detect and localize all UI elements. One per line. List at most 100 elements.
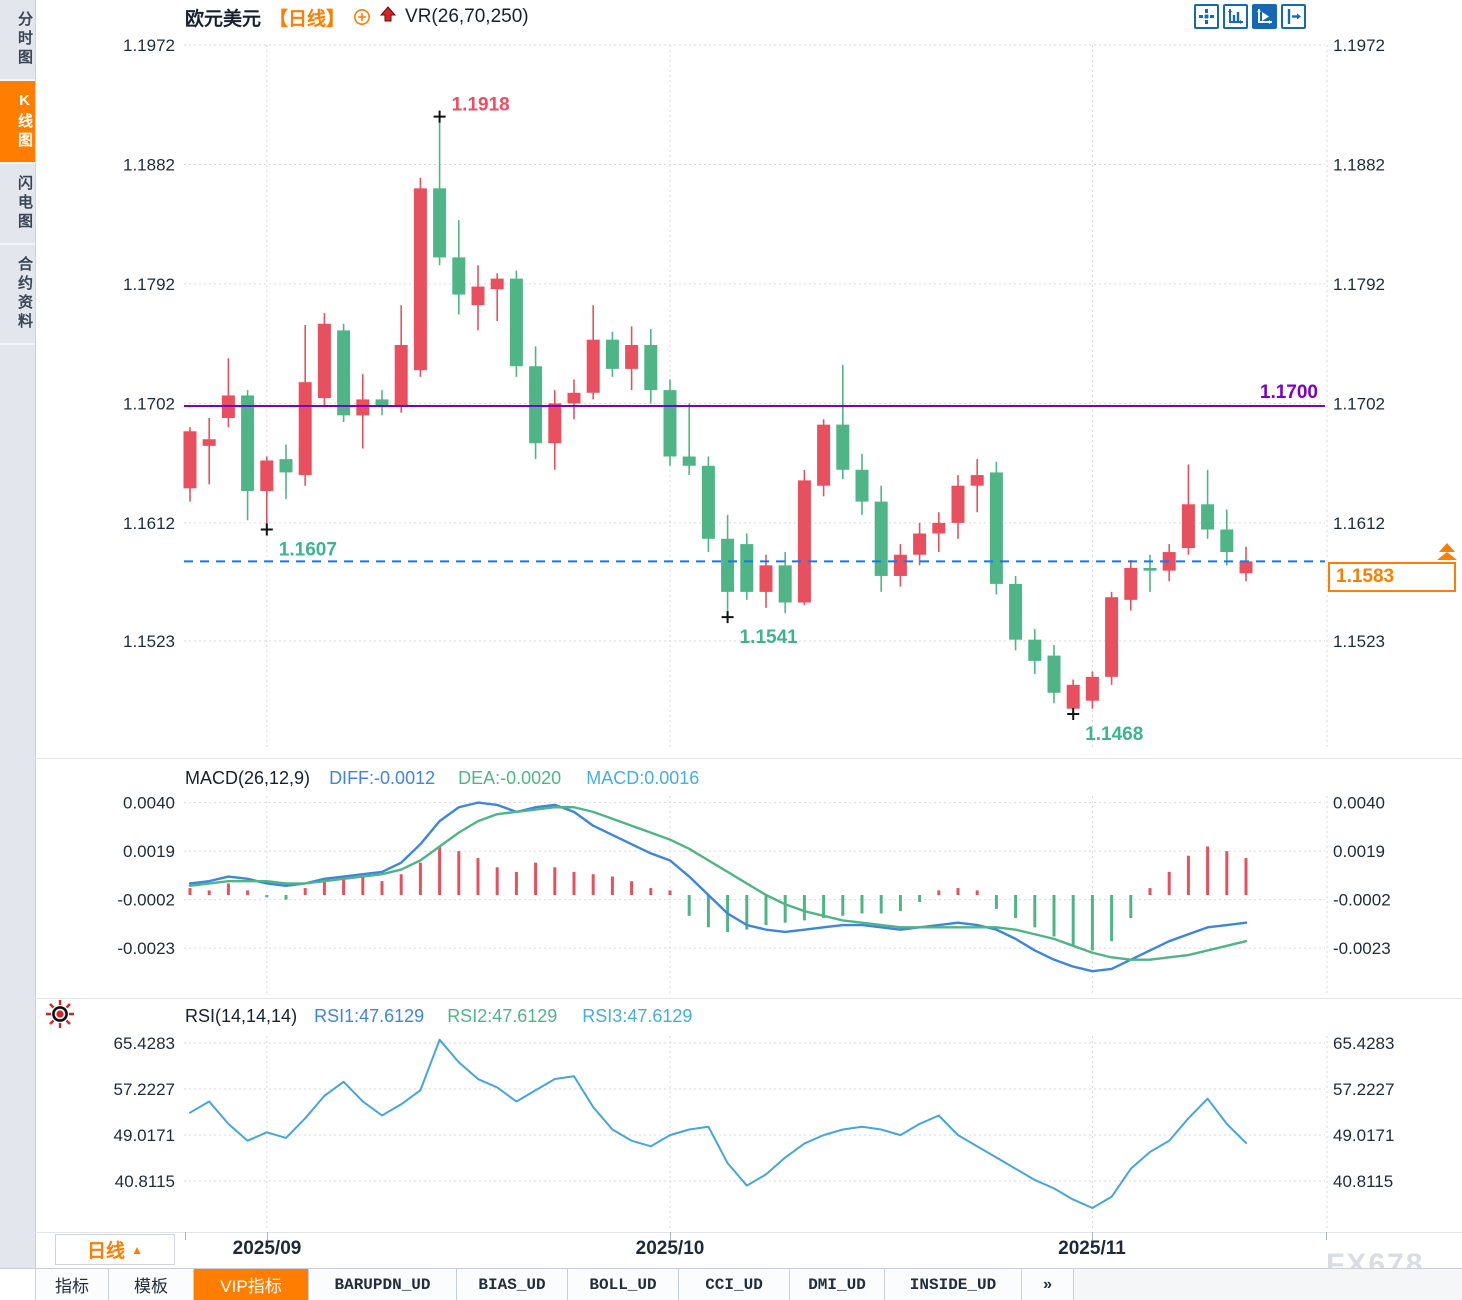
candlestick-chart[interactable]: 1.1972 1.1972 1.1882 1.1882 1.1792 1.1792 1.17…: [0, 32, 1462, 758]
sidebar-item-contract-info[interactable]: 合约资料: [0, 245, 35, 345]
macd-hist-bar: [764, 895, 768, 926]
macd-hist-bar: [418, 862, 422, 895]
rsi-title: RSI(14,14,14): [185, 1006, 298, 1026]
candle-body: [855, 469, 869, 502]
candle-body: [356, 399, 370, 416]
extreme-marker-plus: [721, 611, 734, 624]
macd-hist-bar: [534, 862, 538, 895]
macd-hist-bar: [591, 874, 595, 895]
hline-price-label: 1.1700: [1260, 382, 1318, 403]
axis-tick-label: 49.0171: [1333, 1126, 1394, 1145]
candle-body: [260, 460, 274, 492]
candle-body: [279, 459, 293, 473]
axis-tick-label: 1.1523: [123, 632, 175, 651]
candle-body: [1143, 567, 1157, 571]
tab-inside-ud[interactable]: INSIDE_UD: [885, 1269, 1022, 1300]
macd-hist-bar: [918, 895, 922, 902]
axis-tick-label: 49.0171: [114, 1126, 175, 1145]
macd-hist-bar: [342, 876, 346, 895]
macd-hist-bar: [1129, 895, 1133, 919]
axis-play-icon[interactable]: [1252, 4, 1277, 29]
rsi-header: RSI(14,14,14) RSI1:47.6129 RSI2:47.6129 …: [185, 1006, 692, 1027]
tab-cci-ud[interactable]: CCI_UD: [679, 1269, 790, 1300]
candle-body: [682, 456, 696, 466]
tab-templates[interactable]: 模板: [109, 1269, 194, 1300]
tab-bias-ud[interactable]: BIAS_UD: [457, 1269, 568, 1300]
macd-chart[interactable]: 0.0040 0.0040 0.0019 0.0019 -0.0002 -0.0002 -0…: [0, 760, 1462, 998]
candle-body: [548, 403, 562, 444]
macd-hist-bar: [610, 876, 614, 895]
candle-body: [241, 395, 255, 492]
macd-hist-bar: [1033, 895, 1037, 928]
tab-dmi-ud[interactable]: DMI_UD: [790, 1269, 885, 1300]
indicator-line: [188, 806, 1248, 961]
tab-indicators[interactable]: 指标: [35, 1269, 109, 1300]
axis-scale-icon[interactable]: [1223, 4, 1248, 29]
tab-barupdn-ud[interactable]: BARUPDN_UD: [309, 1269, 457, 1300]
tab-more-chevrons[interactable]: »: [1022, 1269, 1074, 1300]
axis-tick-label: 40.8115: [115, 1172, 175, 1191]
candle-body: [1239, 561, 1253, 574]
macd-hist-bar: [322, 881, 326, 895]
macd-hist-bar: [226, 883, 230, 895]
circle-plus-icon[interactable]: [353, 8, 371, 26]
macd-hist-bar: [1148, 888, 1152, 895]
candle-body: [932, 522, 946, 534]
period-label: 【日线】: [269, 8, 346, 30]
candle-body: [970, 475, 984, 486]
rsi-chart[interactable]: 65.4283 65.4283 57.2227 57.2227 49.0171 49.01…: [0, 1000, 1462, 1232]
axis-tick-label: 0.0040: [123, 794, 175, 813]
sidebar-item-flash-chart[interactable]: 闪电图: [0, 164, 35, 245]
macd-hist-bar: [303, 888, 307, 895]
tab-vip-indicators[interactable]: VIP指标: [194, 1269, 309, 1300]
extreme-marker-plus: [433, 110, 446, 123]
axis-shift-icon[interactable]: [1281, 4, 1306, 29]
tab-boll-ud[interactable]: BOLL_UD: [568, 1269, 679, 1300]
macd-hist-bar: [1071, 895, 1075, 946]
axis-tick-label: 1.1792: [1333, 275, 1385, 294]
candle-body: [586, 339, 600, 393]
candle-body: [1220, 529, 1234, 553]
candle-body: [433, 188, 447, 258]
x-axis-label-sep: 2025/09: [232, 1238, 302, 1259]
axis-divider: [35, 1232, 1462, 1233]
indicator-settings-sun-icon[interactable]: [44, 998, 76, 1035]
macd-title: MACD(26,12,9): [185, 768, 311, 788]
current-price-box: 1.1583: [1328, 562, 1456, 592]
macd-hist-bar: [956, 888, 960, 895]
x-axis-tick: [185, 1232, 186, 1240]
chart-toolbar: [1194, 4, 1306, 29]
macd-hist-bar: [649, 888, 653, 895]
candle-body: [778, 565, 792, 603]
pan-crosshair-icon[interactable]: [1194, 4, 1219, 29]
macd-hist-bar: [380, 881, 384, 895]
candle-body: [874, 501, 888, 576]
chevron-up-icon: ▲: [131, 1242, 143, 1257]
macd-macd-value: MACD:0.0016: [586, 768, 700, 788]
macd-hist-bar: [630, 881, 634, 895]
x-axis-label-nov: 2025/11: [1058, 1238, 1126, 1259]
macd-hist-bar: [1244, 858, 1248, 895]
macd-hist-bar: [1052, 895, 1056, 937]
macd-hist-bar: [1206, 846, 1210, 895]
macd-hist-bar: [975, 890, 979, 895]
axis-tick-label: 1.1702: [1333, 394, 1385, 413]
period-selector[interactable]: 日线 ▲: [55, 1234, 175, 1265]
candle-body: [1105, 597, 1119, 677]
candle-body: [317, 323, 331, 399]
sidebar-item-timeline-chart[interactable]: 分时图: [0, 0, 35, 81]
candle-body: [452, 257, 466, 295]
low-price-annotation: 1.1541: [740, 627, 799, 648]
candle-body: [951, 485, 965, 523]
candle-body: [337, 330, 351, 416]
candle-body: [701, 465, 715, 539]
panel-divider: [35, 998, 1462, 999]
x-axis-tick: [1092, 1232, 1093, 1240]
candle-body: [1124, 567, 1138, 600]
red-up-arrow-icon[interactable]: [379, 6, 397, 28]
axis-tick-label: -0.0023: [117, 939, 175, 958]
sidebar-item-candle-chart[interactable]: K线图: [0, 81, 35, 164]
macd-hist-bar: [457, 851, 461, 895]
axis-tick-label: 40.8115: [1333, 1172, 1393, 1191]
